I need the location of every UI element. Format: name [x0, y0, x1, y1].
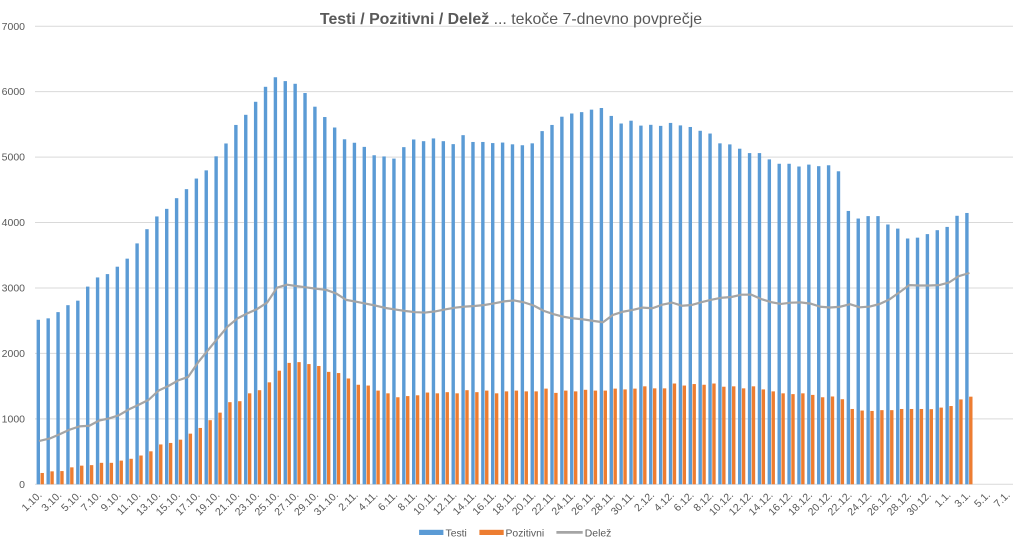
svg-text:Testi: Testi: [446, 529, 467, 540]
svg-text:1000: 1000: [2, 413, 26, 425]
svg-text:Delež: Delež: [585, 529, 612, 540]
svg-text:3000: 3000: [2, 283, 26, 295]
svg-text:7000: 7000: [2, 21, 26, 33]
svg-text:Testi / Pozitivni / Delež ...: Testi / Pozitivni / Delež ... tekoče 7-d…: [320, 11, 702, 28]
svg-text:4000: 4000: [2, 217, 26, 229]
svg-text:5000: 5000: [2, 152, 26, 164]
svg-text:Pozitivni: Pozitivni: [506, 529, 545, 540]
svg-text:6000: 6000: [2, 86, 26, 98]
svg-text:0: 0: [19, 479, 25, 491]
svg-text:2000: 2000: [2, 348, 26, 360]
